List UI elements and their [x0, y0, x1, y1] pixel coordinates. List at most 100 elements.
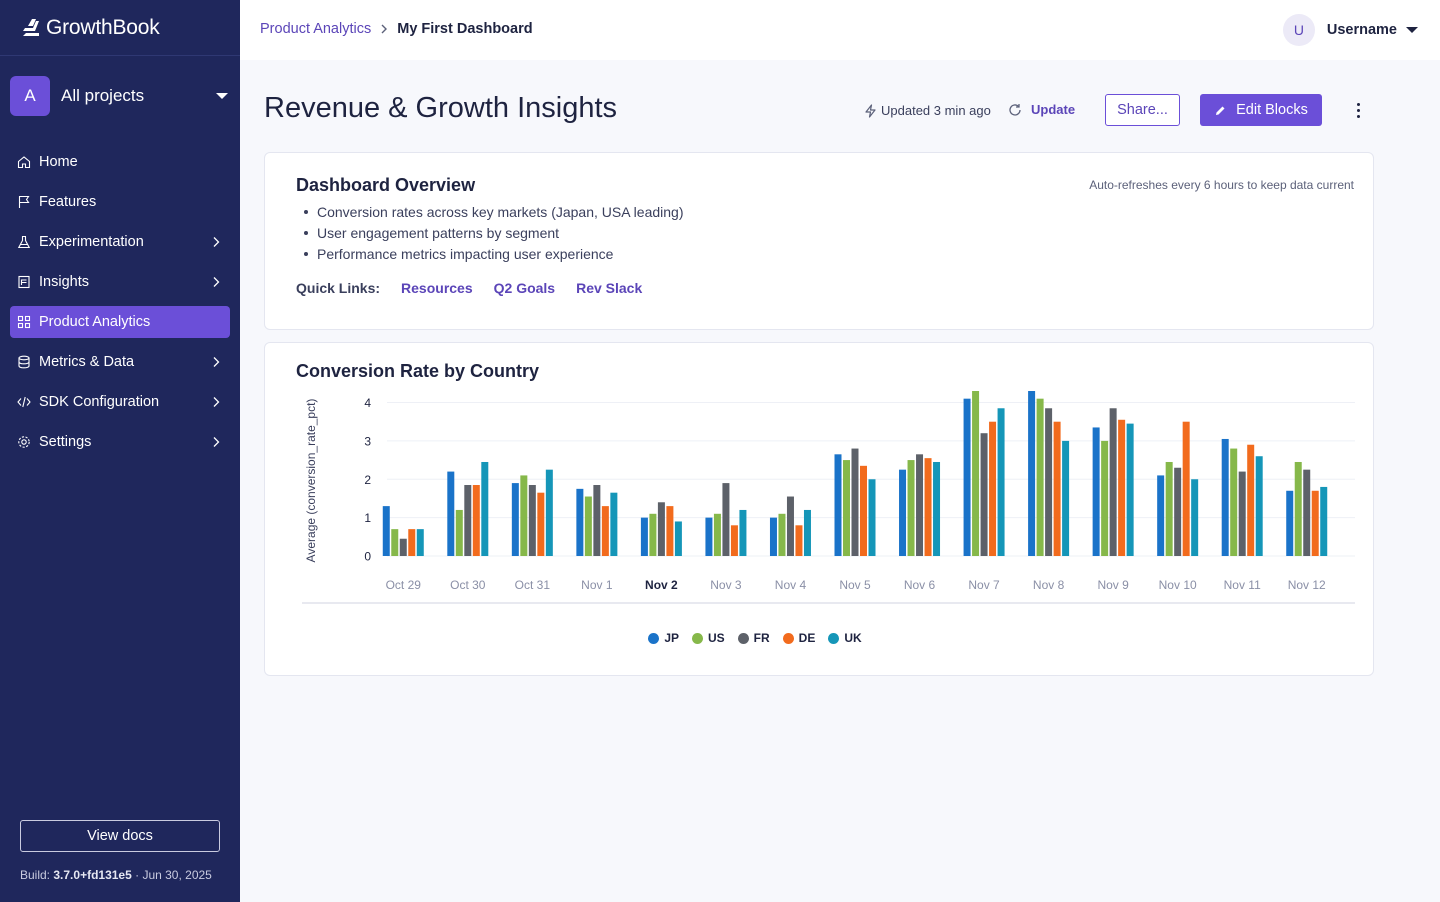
sidebar-item-experimentation[interactable]: Experimentation: [10, 226, 230, 258]
chart-title: Conversion Rate by Country: [296, 361, 540, 381]
bullet-item: User engagement patterns by segment: [305, 222, 684, 243]
x-tick-label: Nov 3: [710, 578, 742, 592]
build-date: · Jun 30, 2025: [135, 868, 212, 882]
chart-legend: JP US FR DE UK: [200, 631, 1310, 645]
bar-de-nov-10: [1182, 421, 1190, 556]
sidebar-item-metrics-data[interactable]: Metrics & Data: [10, 346, 230, 378]
bar-de-nov-11: [1247, 444, 1255, 556]
legend-swatch: [828, 632, 840, 644]
sidebar-nav: Home Features Experimentation Insights Produ…: [10, 146, 230, 466]
bar-jp-nov-11: [1221, 438, 1229, 556]
bar-jp-nov-2: [640, 517, 648, 556]
y-tick-label: 2: [364, 473, 371, 487]
topbar: Product Analytics My First Dashboard U U…: [240, 0, 1440, 60]
bar-uk-oct-29: [416, 529, 424, 556]
bar-fr-oct-29: [399, 538, 407, 556]
bar-jp-nov-12: [1286, 490, 1294, 556]
bar-jp-oct-31: [511, 483, 519, 556]
conversion-rate-chart: Average (conversion_rate_pct) 0 1 2 3 4 Oct 29…: [302, 391, 1355, 604]
bar-de-nov-2: [666, 506, 674, 556]
sidebar-item-label: Insights: [39, 274, 89, 290]
sidebar-item-label: SDK Configuration: [39, 394, 160, 410]
overview-bullets: Conversion rates across key markets (Jap…: [305, 201, 684, 264]
refresh-note: Auto-refreshes every 6 hours to keep dat…: [1089, 178, 1354, 192]
quick-links-label: Quick Links:: [296, 280, 381, 296]
sidebar-item-settings[interactable]: Settings: [10, 426, 230, 458]
x-tick-label: Nov 2: [645, 578, 678, 592]
bar-us-nov-2: [649, 513, 657, 556]
sidebar-item-features[interactable]: Features: [10, 186, 230, 218]
bar-uk-nov-10: [1191, 479, 1199, 556]
bar-us-nov-10: [1165, 461, 1173, 556]
build-prefix: Build:: [20, 868, 51, 882]
logo[interactable]: GrowthBook: [0, 0, 240, 56]
build-info: Build: 3.7.0+fd131e5 · Jun 30, 2025: [20, 868, 212, 882]
chevron-right-icon: [208, 234, 224, 250]
legend-item-fr[interactable]: FR: [737, 631, 770, 645]
sidebar-item-sdk-configuration[interactable]: SDK Configuration: [10, 386, 230, 418]
edit-blocks-label: Edit Blocks: [1236, 102, 1308, 118]
bar-fr-oct-30: [464, 485, 472, 556]
bar-uk-nov-9: [1126, 423, 1134, 556]
bar-us-oct-31: [520, 475, 528, 556]
x-tick-label: Oct 30: [450, 578, 486, 592]
bar-de-oct-29: [408, 529, 416, 556]
y-tick-label: 4: [364, 396, 371, 410]
updated-status: Updated 3 min ago: [864, 103, 991, 118]
quick-link-rev-slack[interactable]: Rev Slack: [576, 280, 643, 296]
x-tick-label: Nov 12: [1288, 578, 1326, 592]
sidebar-item-label: Settings: [39, 434, 92, 450]
edit-blocks-button[interactable]: Edit Blocks: [1200, 94, 1322, 126]
grid-icon: [17, 315, 31, 329]
bar-de-nov-5: [860, 465, 867, 556]
bar-de-oct-30: [472, 485, 480, 556]
flask-icon: [17, 235, 31, 249]
share-button[interactable]: Share...: [1105, 94, 1180, 126]
bar-us-nov-3: [713, 513, 721, 556]
caret-down-icon: [1406, 27, 1418, 33]
update-button[interactable]: Update: [1008, 102, 1075, 117]
sidebar-item-insights[interactable]: Insights: [10, 266, 230, 298]
bar-uk-nov-2: [674, 521, 682, 556]
sidebar-item-home[interactable]: Home: [10, 146, 230, 178]
database-icon: [17, 355, 31, 369]
legend-swatch: [648, 632, 660, 644]
sidebar-item-label: Home: [39, 154, 78, 170]
page-title: Revenue & Growth Insights: [264, 92, 618, 124]
legend-item-uk[interactable]: UK: [828, 631, 862, 645]
legend-item-de[interactable]: DE: [782, 631, 816, 645]
code-icon: [17, 395, 31, 409]
x-tick-label: Nov 1: [581, 578, 613, 592]
bar-uk-nov-5: [868, 479, 876, 556]
breadcrumb-parent-link[interactable]: Product Analytics: [260, 21, 372, 37]
view-docs-button[interactable]: View docs: [20, 820, 220, 852]
chevron-right-icon: [208, 354, 224, 370]
x-tick-label: Nov 11: [1224, 578, 1261, 592]
quick-link-q2-goals[interactable]: Q2 Goals: [493, 280, 556, 296]
sidebar-item-product-analytics[interactable]: Product Analytics: [10, 306, 230, 338]
app-name: GrowthBook: [46, 15, 160, 39]
bar-uk-nov-12: [1320, 486, 1328, 556]
user-name: Username: [1326, 22, 1397, 38]
pencil-icon: [1216, 106, 1225, 115]
more-options-icon[interactable]: [1350, 100, 1366, 120]
legend-item-us[interactable]: US: [692, 631, 725, 645]
quick-link-resources[interactable]: Resources: [401, 280, 473, 296]
bar-fr-nov-10: [1174, 467, 1182, 556]
legend-label: UK: [844, 631, 862, 645]
bar-jp-nov-5: [834, 454, 842, 556]
user-menu[interactable]: U Username: [1282, 14, 1418, 46]
bar-us-nov-4: [778, 513, 786, 556]
legend-swatch: [782, 632, 794, 644]
home-icon: [17, 155, 31, 169]
legend-label: DE: [798, 631, 816, 645]
bar-de-nov-4: [795, 525, 803, 556]
x-tick-label: Nov 8: [1033, 578, 1065, 592]
legend-item-jp[interactable]: JP: [648, 631, 679, 645]
legend-label: US: [708, 631, 725, 645]
x-tick-label: Nov 7: [968, 578, 1000, 592]
bar-jp-nov-8: [1028, 391, 1036, 556]
project-selector[interactable]: A All projects: [10, 76, 230, 116]
sidebar: GrowthBook A All projects Home Features Ex…: [0, 0, 240, 902]
breadcrumb: Product Analytics My First Dashboard: [260, 21, 533, 37]
